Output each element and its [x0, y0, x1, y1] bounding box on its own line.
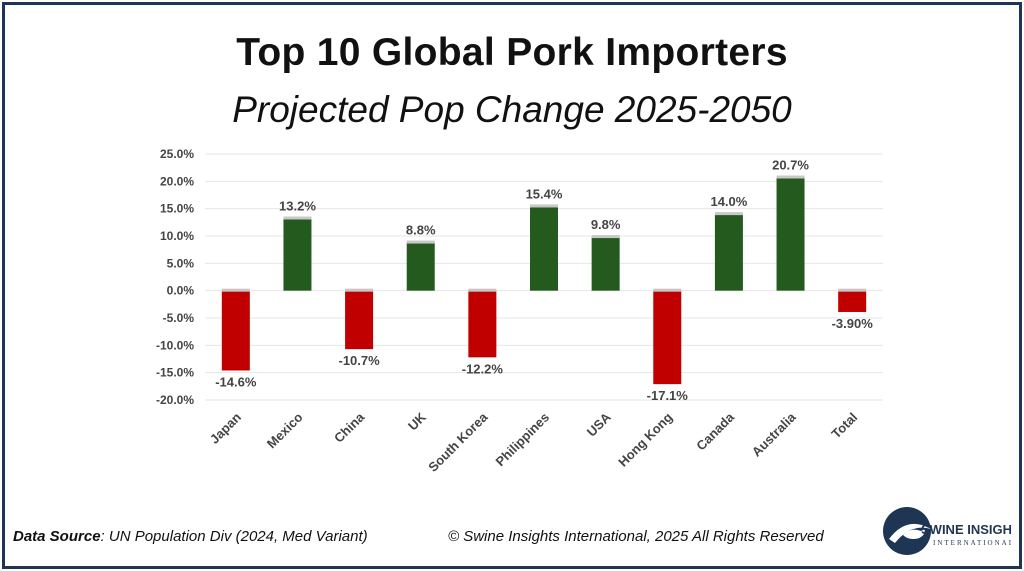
bar-cap	[406, 240, 435, 244]
bar-hong-kong	[653, 290, 682, 385]
x-tick-label: Canada	[693, 409, 737, 453]
bar-australia	[776, 177, 805, 291]
x-tick-label: Hong Kong	[615, 409, 675, 469]
x-tick-label: China	[331, 409, 368, 446]
chart-title: Top 10 Global Pork Importers	[236, 31, 788, 74]
data-label: 9.8%	[591, 217, 621, 232]
bar-japan	[221, 290, 250, 371]
y-tick-label: 0.0%	[167, 284, 195, 298]
bar-cap	[345, 288, 374, 292]
bar-philippines	[530, 206, 558, 291]
bar-chart: 25.0% 20.0% 15.0% 10.0% 5.0% 0.0% -5.0% -10.0% -…	[156, 147, 883, 475]
x-tick-label: Philippines	[492, 410, 552, 470]
data-label: 14.0%	[710, 194, 747, 209]
bar-cap	[776, 175, 805, 179]
x-tick-label: Mexico	[264, 409, 306, 451]
y-tick-label: 20.0%	[160, 174, 194, 188]
y-tick-label: 10.0%	[160, 229, 194, 243]
data-label: -3.90%	[832, 316, 874, 331]
data-label: -12.2%	[462, 361, 504, 376]
bar-cap	[468, 288, 497, 292]
data-label: 8.8%	[406, 223, 436, 238]
x-tick-label: Japan	[207, 409, 244, 446]
bar-cap	[221, 288, 250, 292]
logo-name-line2: INTERNATIONAL	[933, 539, 1011, 547]
swine-insights-logo: SWINE INSIGHTS INTERNATIONAL	[883, 507, 1011, 555]
data-label: 20.7%	[772, 158, 809, 173]
x-tick-label: South Korea	[425, 409, 491, 475]
bar-canada	[714, 214, 743, 291]
x-tick-label: UK	[405, 409, 429, 433]
bar-mexico	[283, 218, 312, 291]
y-axis-tick-labels: 25.0% 20.0% 15.0% 10.0% 5.0% 0.0% -5.0% -10.0% -…	[156, 147, 194, 407]
logo-name-line1: SWINE INSIGHTS	[921, 522, 1011, 537]
bar-cap	[283, 216, 312, 220]
y-tick-label: 5.0%	[167, 256, 195, 270]
bars	[221, 175, 867, 385]
y-tick-label: 15.0%	[160, 202, 194, 216]
data-labels: -14.6% 13.2% -10.7% 8.8% -12.2% 15.4% 9.8% -17.…	[215, 158, 873, 404]
y-tick-label: -10.0%	[156, 338, 194, 352]
x-tick-label: Australia	[749, 409, 799, 459]
chart-subtitle: Projected Pop Change 2025-2050	[232, 89, 792, 130]
data-source-label: Data Source	[13, 528, 101, 545]
y-tick-label: -20.0%	[156, 393, 194, 407]
bar-cap	[591, 235, 620, 239]
x-tick-label: Total	[828, 410, 860, 442]
data-label: -10.7%	[338, 353, 380, 368]
x-tick-label: USA	[584, 409, 614, 439]
bar-china	[345, 290, 374, 350]
bar-cap	[653, 288, 682, 292]
bar-usa	[591, 237, 620, 291]
bar-cap	[838, 288, 867, 292]
copyright-note: © Swine Insights International, 2025 All…	[448, 528, 824, 545]
bar-uk	[406, 242, 435, 291]
logo-pig-silhouette	[903, 529, 925, 539]
bar-cap	[530, 204, 558, 208]
data-source-note: Data Source: UN Population Div (2024, Me…	[13, 528, 368, 545]
data-label: -17.1%	[647, 388, 689, 403]
data-label: 15.4%	[526, 186, 563, 201]
bar-south-korea	[468, 290, 497, 358]
bar-cap	[714, 212, 743, 216]
logo-swoosh	[889, 523, 931, 543]
data-label: -14.6%	[215, 374, 257, 389]
bar-total	[838, 290, 867, 312]
y-tick-label: 25.0%	[160, 147, 194, 161]
y-tick-label: -5.0%	[163, 311, 195, 325]
data-source-text: : UN Population Div (2024, Med Variant)	[100, 528, 368, 545]
data-label: 13.2%	[279, 199, 316, 214]
y-tick-label: -15.0%	[156, 366, 194, 380]
